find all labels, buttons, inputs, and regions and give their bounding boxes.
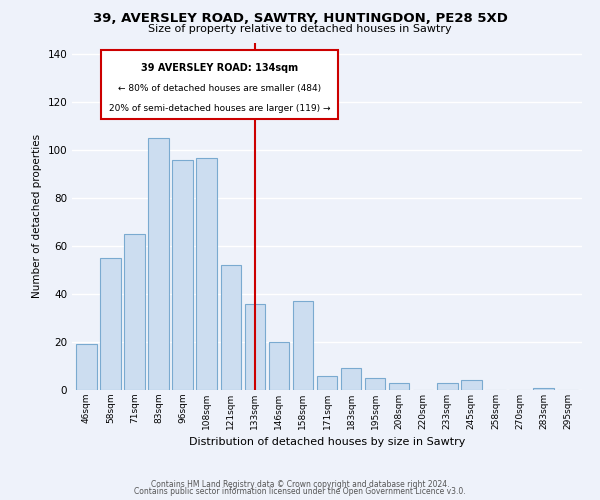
Bar [148,138,169,390]
Bar [124,234,145,390]
Bar [221,266,241,390]
Bar [269,342,289,390]
FancyBboxPatch shape [101,50,338,119]
Text: Contains public sector information licensed under the Open Government Licence v3: Contains public sector information licen… [134,487,466,496]
Y-axis label: Number of detached properties: Number of detached properties [32,134,42,298]
Bar [100,258,121,390]
Text: 20% of semi-detached houses are larger (119) →: 20% of semi-detached houses are larger (… [109,104,331,112]
Text: 39 AVERSLEY ROAD: 134sqm: 39 AVERSLEY ROAD: 134sqm [141,63,298,73]
Bar [341,368,361,390]
Bar [293,302,313,390]
Bar [317,376,337,390]
Bar [389,383,409,390]
Bar [172,160,193,390]
Text: 39, AVERSLEY ROAD, SAWTRY, HUNTINGDON, PE28 5XD: 39, AVERSLEY ROAD, SAWTRY, HUNTINGDON, P… [92,12,508,26]
Bar [365,378,385,390]
Text: Size of property relative to detached houses in Sawtry: Size of property relative to detached ho… [148,24,452,34]
Text: Contains HM Land Registry data © Crown copyright and database right 2024.: Contains HM Land Registry data © Crown c… [151,480,449,489]
Bar [196,158,217,390]
Bar [461,380,482,390]
Bar [245,304,265,390]
Bar [437,383,458,390]
Bar [533,388,554,390]
X-axis label: Distribution of detached houses by size in Sawtry: Distribution of detached houses by size … [189,438,465,448]
Bar [76,344,97,390]
Text: ← 80% of detached houses are smaller (484): ← 80% of detached houses are smaller (48… [118,84,321,93]
